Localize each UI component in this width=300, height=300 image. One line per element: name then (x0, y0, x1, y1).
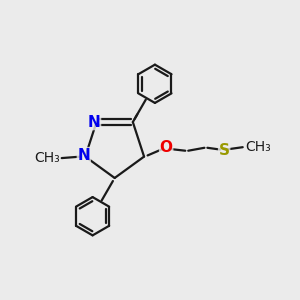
Text: CH₃: CH₃ (246, 140, 272, 154)
Text: O: O (160, 140, 173, 155)
Text: S: S (219, 142, 230, 158)
Text: N: N (77, 148, 90, 163)
Text: CH₃: CH₃ (34, 151, 60, 165)
Text: N: N (88, 115, 100, 130)
